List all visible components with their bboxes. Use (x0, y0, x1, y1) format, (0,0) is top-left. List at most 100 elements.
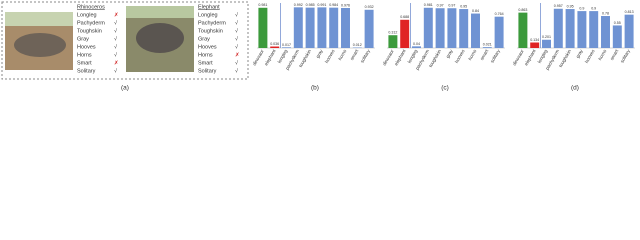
x-tick-label: horns (597, 48, 607, 61)
attribute-name: Smart (198, 60, 213, 66)
x-tick-label: smart (609, 48, 619, 61)
x-tick-label: longleg (407, 48, 419, 64)
value-label: 0.688 (400, 15, 409, 19)
page: Rhinoceros Longleg ✗ Pachyderm √ Toughskin √ Gr… (0, 0, 640, 93)
attribute-name: Horns (198, 52, 213, 58)
bar (577, 11, 587, 49)
x-tick-label: elephant (393, 48, 407, 66)
bar (459, 9, 469, 49)
attribute-mark: √ (235, 11, 239, 18)
bar (518, 12, 528, 48)
value-label: 0.985 (306, 3, 315, 7)
attribute-mark: √ (114, 51, 118, 58)
value-label: 0.863 (518, 8, 527, 12)
attribute-name: Toughskin (77, 28, 102, 34)
bar (589, 11, 599, 49)
bar (601, 16, 610, 48)
value-label: 0.9 (591, 7, 596, 11)
x-tick-label: hooves (584, 48, 596, 64)
attribute-name: Longleg (198, 12, 218, 18)
bar (317, 7, 327, 49)
bar (364, 9, 374, 48)
attribute-mark: ✗ (235, 51, 240, 58)
attribute-mark: √ (114, 67, 118, 74)
class-name: Elephant (198, 4, 220, 10)
value-label: 0.981 (258, 3, 267, 7)
bar (270, 46, 280, 48)
x-tick-label: smart (479, 48, 489, 61)
bar (447, 8, 457, 48)
panel-caption: (d) (571, 85, 579, 92)
value-label: 0.9 (579, 7, 584, 11)
value-label: 0.78 (602, 11, 609, 15)
bar (542, 39, 551, 48)
bar (482, 47, 492, 48)
bar (612, 25, 622, 48)
bar (282, 47, 291, 48)
bar (388, 35, 398, 48)
attribute-mark: ✗ (114, 59, 119, 66)
bar (341, 7, 350, 48)
attribute-mark: √ (235, 43, 239, 50)
image-sky (5, 12, 73, 26)
x-tick-label: hooves (454, 48, 466, 64)
value-label: 0.95 (460, 5, 467, 9)
x-tick-label: gray (575, 48, 584, 59)
attribute-name: Toughskin (198, 28, 223, 34)
x-tick-label: elephant (523, 48, 537, 66)
attribute-mark: √ (235, 27, 239, 34)
panel-caption: (a) (121, 85, 129, 92)
bar (565, 9, 575, 49)
x-tick-label: solitary (359, 48, 371, 64)
value-label: 0.976 (341, 3, 350, 7)
value-label: 0.017 (282, 43, 291, 47)
bar (305, 7, 315, 49)
attribute-mark: √ (235, 19, 239, 26)
bar (471, 13, 480, 48)
attribute-name: Hooves (77, 44, 96, 50)
x-tick-label: longleg (277, 48, 289, 64)
value-label: 0.036 (270, 42, 279, 46)
attribute-name: Gray (198, 36, 210, 42)
attribute-name: Horns (77, 52, 92, 58)
attribute-name: Pachyderm (198, 20, 226, 26)
rhinoceros-shape (14, 33, 66, 57)
value-label: 0.55 (614, 21, 621, 25)
value-label: 0.97 (437, 4, 444, 8)
value-label: 0.95 (567, 5, 574, 9)
elephant-shape (136, 23, 184, 53)
attribute-name: Pachyderm (77, 20, 105, 26)
x-tick-label: solitary (619, 48, 631, 64)
panel-caption: (c) (441, 85, 449, 92)
bar (423, 7, 433, 49)
panel-caption: (b) (311, 85, 319, 92)
attribute-name: Solitary (77, 68, 96, 74)
attribute-mark: ✗ (114, 11, 119, 18)
figure: Rhinoceros Longleg ✗ Pachyderm √ Toughskin √ Gr… (1, 1, 635, 92)
x-tick-label: elephant (263, 48, 277, 66)
class-name: Rhinoceros (77, 4, 105, 10)
value-label: 0.84 (472, 9, 479, 13)
value-label: 0.201 (542, 35, 551, 39)
bar (400, 19, 410, 48)
bar (553, 8, 563, 48)
x-tick-label: longleg (537, 48, 549, 64)
x-tick-label: gray (445, 48, 454, 59)
value-label: 0.021 (483, 43, 492, 47)
panel-frame (1, 1, 249, 80)
x-tick-label: hooves (324, 48, 336, 64)
bar (258, 7, 268, 49)
attribute-mark: √ (114, 43, 118, 50)
value-label: 0.932 (365, 5, 374, 9)
value-label: 0.813 (625, 10, 634, 14)
value-label: 0.012 (353, 43, 362, 47)
bar (329, 7, 339, 49)
attribute-name: Gray (77, 36, 89, 42)
x-tick-label: smart (349, 48, 359, 61)
attribute-mark: √ (114, 35, 118, 42)
value-label: 0.991 (317, 3, 326, 7)
value-label: 0.984 (329, 3, 338, 7)
attribute-name: Solitary (198, 68, 217, 74)
image-sky (126, 6, 194, 18)
value-label: 0.134 (530, 38, 539, 42)
